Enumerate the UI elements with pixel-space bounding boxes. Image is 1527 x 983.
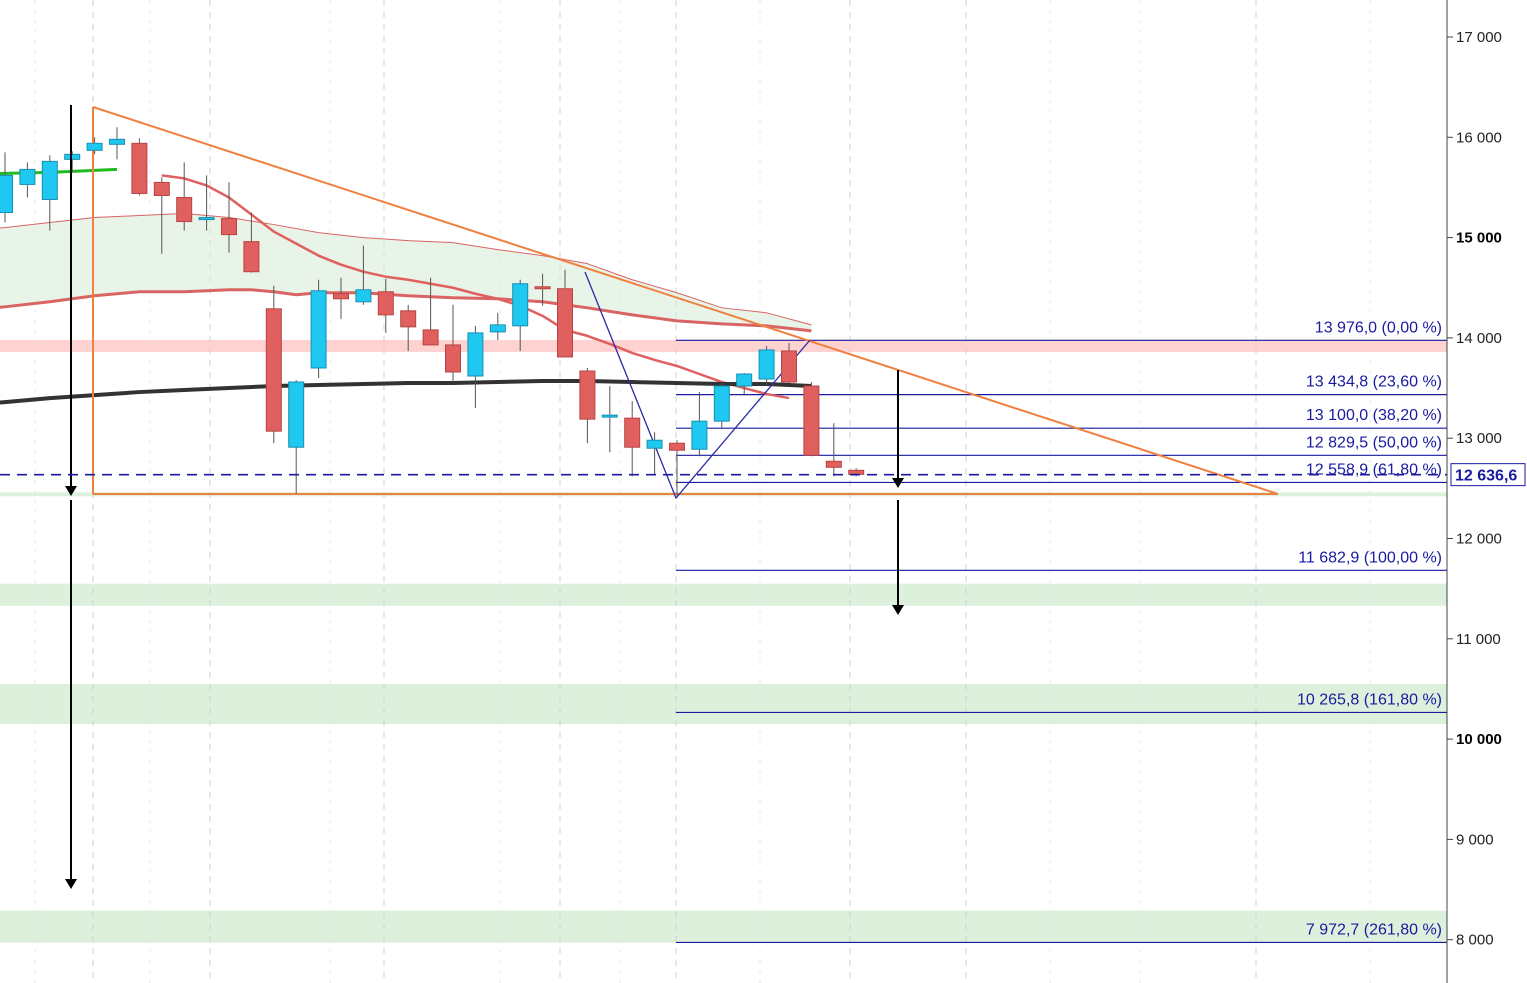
fib-level-label: 13 976,0 (0,00 %) xyxy=(1315,319,1442,336)
candle-body xyxy=(669,442,685,451)
axis-tick-label: 11 000 xyxy=(1456,631,1501,648)
candle-body xyxy=(691,420,708,450)
descending-triangle xyxy=(92,106,1279,495)
candle-body xyxy=(534,286,551,290)
candle-body xyxy=(646,439,663,449)
candle-body xyxy=(221,218,237,236)
arrow-head xyxy=(65,486,77,496)
candle-body xyxy=(243,241,260,273)
axis-tick-label: 14 000 xyxy=(1456,330,1502,347)
target-arrows xyxy=(65,105,904,889)
candle-body xyxy=(176,196,193,223)
candle-body xyxy=(86,142,103,151)
candle-body xyxy=(601,414,618,418)
candle-body xyxy=(512,283,529,327)
current-price-line: 12 636,6 xyxy=(0,463,1526,487)
candle-body xyxy=(848,469,865,475)
candle-body xyxy=(781,350,797,383)
axis-tick-label: 15 000 xyxy=(1456,230,1502,247)
axis-tick-label: 17 000 xyxy=(1456,29,1502,46)
fibonacci-retracement: 13 976,0 (0,00 %) 13 434,8 (23,60 %) 13 10… xyxy=(676,319,1447,944)
zigzag-line xyxy=(584,271,811,500)
grid-layer xyxy=(34,0,1371,983)
fib-level-label: 12 558,9 (61,80 %) xyxy=(1306,461,1442,478)
moving-average-line xyxy=(0,167,118,176)
candle-body xyxy=(579,370,596,420)
candle-body xyxy=(64,153,81,160)
candle-body xyxy=(265,308,282,432)
zone-band xyxy=(0,339,1447,352)
fib-level-label: 12 829,5 (50,00 %) xyxy=(1306,434,1442,451)
candle-body xyxy=(131,142,148,194)
axis-tick-label: 13 000 xyxy=(1456,430,1502,447)
arrow-head xyxy=(892,605,904,615)
candle-body xyxy=(377,291,394,316)
candle-body xyxy=(355,289,372,303)
candle-body xyxy=(41,160,58,200)
zone-band xyxy=(0,910,1447,943)
moving-average-line xyxy=(161,174,790,400)
y-axis: 17 000 16 000 15 000 14 000 13 000 12 000 11 0… xyxy=(1446,0,1502,983)
candle-body xyxy=(19,168,36,185)
moving-average-line xyxy=(0,379,812,405)
arrow-head xyxy=(65,879,77,889)
axis-tick-label: 10 000 xyxy=(1456,731,1502,748)
candle-body xyxy=(198,217,215,221)
candle-body xyxy=(825,460,842,468)
candle-body xyxy=(736,373,753,387)
axis-tick-label: 16 000 xyxy=(1456,129,1502,146)
candle-body xyxy=(0,174,13,214)
zone-band xyxy=(0,583,1447,606)
zone-band xyxy=(0,683,1447,725)
fib-level-label: 11 682,9 (100,00 %) xyxy=(1298,549,1442,566)
candle-body xyxy=(758,349,775,380)
candle-body xyxy=(489,324,506,333)
candle-body xyxy=(109,138,125,145)
candlesticks xyxy=(0,127,865,496)
candle-body xyxy=(713,385,730,422)
current-price-box xyxy=(1450,463,1526,487)
candle-body xyxy=(467,332,484,377)
zigzag-polyline xyxy=(584,271,811,500)
candle-body xyxy=(624,417,641,448)
arrow-head xyxy=(892,478,904,488)
axis-tick-label: 12 000 xyxy=(1456,531,1502,548)
candle-body xyxy=(803,385,820,456)
axis-tick-label: 8 000 xyxy=(1456,932,1494,949)
triangle-upper-line xyxy=(92,106,1279,495)
axis-tick-label: 9 000 xyxy=(1456,831,1494,848)
candle-body xyxy=(445,344,461,373)
fib-level-label: 13 434,8 (23,60 %) xyxy=(1306,374,1442,391)
candle-body xyxy=(333,293,349,300)
candle-body xyxy=(288,381,305,448)
fib-level-label: 7 972,7 (261,80 %) xyxy=(1306,921,1442,938)
candle-body xyxy=(422,329,439,346)
candle-body xyxy=(310,290,327,369)
candle-body xyxy=(400,310,417,328)
fib-level-label: 10 265,8 (161,80 %) xyxy=(1297,691,1442,708)
ma-cloud xyxy=(0,213,812,331)
candle-body xyxy=(557,288,573,358)
zone-layer xyxy=(0,339,1447,943)
candle-body xyxy=(153,181,170,196)
current-price-label: 12 636,6 xyxy=(1455,468,1517,485)
fib-level-label: 13 100,0 (38,20 %) xyxy=(1306,407,1442,424)
moving-average-line xyxy=(0,213,812,326)
